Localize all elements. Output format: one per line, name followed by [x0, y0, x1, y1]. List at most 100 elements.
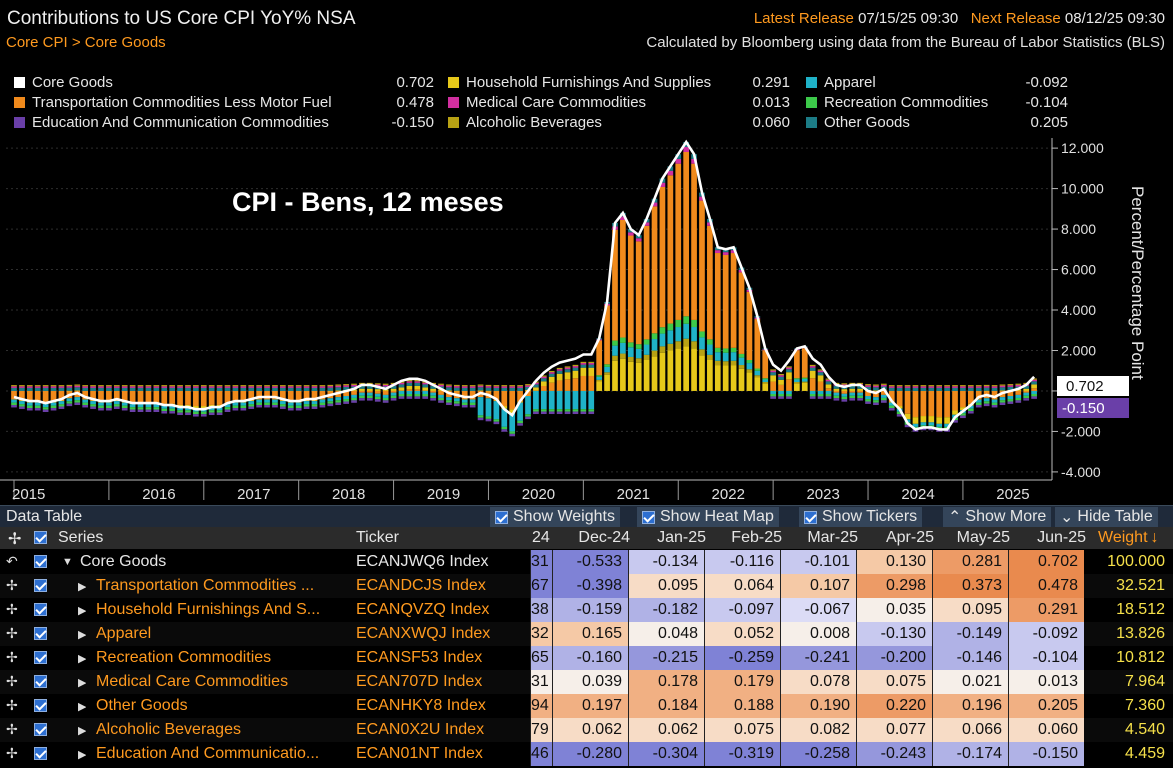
- table-row[interactable]: ✢ ▶ Transportation Commodities ... ECANDCJS…: [0, 574, 1173, 598]
- ticker[interactable]: ECAN01NT Index: [356, 745, 483, 762]
- bar-segment: [374, 383, 381, 385]
- bar-segment: [161, 385, 168, 387]
- move-icon[interactable]: ✢: [6, 721, 18, 737]
- col-jan-25[interactable]: Jan-25: [657, 529, 706, 546]
- chart-area[interactable]: 12.00010.0008.0006.0004.0002.0000.000-2.…: [0, 138, 1173, 504]
- series-name[interactable]: Core Goods: [80, 553, 167, 570]
- expand-icon[interactable]: ▶: [78, 605, 87, 617]
- bar-segment: [359, 382, 365, 385]
- series-name[interactable]: Other Goods: [96, 697, 188, 714]
- bar-segment: [406, 382, 413, 386]
- col-apr-25[interactable]: Apr-25: [885, 529, 934, 546]
- bar-segment: [873, 402, 879, 406]
- expand-icon[interactable]: ▶: [78, 653, 87, 665]
- table-row[interactable]: ✢ ▶ Apparel ECANXWQJ Index 32 0.165 0.048 0.052…: [0, 622, 1173, 646]
- move-icon[interactable]: ✢: [6, 625, 18, 641]
- series-name[interactable]: Recreation Commodities: [96, 649, 272, 666]
- bar-segment: [185, 386, 191, 388]
- series-name[interactable]: Medical Care Commodities: [96, 673, 289, 690]
- col-ticker[interactable]: Ticker: [356, 529, 399, 546]
- col-mar-25[interactable]: Mar-25: [807, 529, 858, 546]
- table-row[interactable]: ↶ ▼ Core Goods ECANJWQ6 Index 31 -0.533 -0.134…: [0, 550, 1173, 574]
- select-all-checkbox[interactable]: [34, 531, 52, 549]
- ticker[interactable]: ECANDCJS Index: [356, 577, 486, 594]
- breadcrumb-core-cpi[interactable]: Core CPI: [6, 34, 68, 51]
- row-checkbox[interactable]: [34, 747, 47, 760]
- move-icon[interactable]: ✢: [6, 649, 18, 665]
- col-feb-25[interactable]: Feb-25: [731, 529, 782, 546]
- ticker[interactable]: ECANXWQJ Index: [356, 625, 491, 642]
- show-tickers-toggle[interactable]: Show Tickers: [799, 507, 923, 527]
- col-jun-25[interactable]: Jun-25: [1037, 529, 1086, 546]
- show-more-button[interactable]: ⌃ Show More: [943, 507, 1052, 527]
- move-icon[interactable]: ✢: [6, 577, 18, 593]
- row-checkbox[interactable]: [34, 603, 47, 616]
- legend-item-apparel[interactable]: Apparel -0.092: [806, 72, 1068, 92]
- expand-icon[interactable]: ▶: [78, 701, 87, 713]
- col-series[interactable]: Series: [58, 529, 104, 546]
- col-weight[interactable]: Weight ↓: [1098, 529, 1159, 547]
- move-icon[interactable]: ✢: [6, 745, 18, 761]
- table-row[interactable]: ✢ ▶ Household Furnishings And S... ECANQVZQ…: [0, 598, 1173, 622]
- expand-icon[interactable]: ▶: [78, 629, 87, 641]
- table-row[interactable]: ✢ ▶ Alcoholic Beverages ECAN0X2U Index 79 0.0…: [0, 718, 1173, 742]
- ticker[interactable]: ECANJWQ6 Index: [356, 553, 489, 570]
- table-row[interactable]: ✢ ▶ Education And Communicatio... ECAN01NT …: [0, 742, 1173, 766]
- row-checkbox[interactable]: [34, 627, 47, 640]
- legend-item-household[interactable]: Household Furnishings And Supplies 0.291: [448, 72, 790, 92]
- series-name[interactable]: Household Furnishings And S...: [96, 601, 321, 618]
- sort-desc-icon: ↓: [1150, 529, 1159, 546]
- ticker[interactable]: ECANQVZQ Index: [356, 601, 490, 618]
- col-dec-24[interactable]: Dec-24: [578, 529, 630, 546]
- legend-item-medical[interactable]: Medical Care Commodities 0.013: [448, 92, 790, 112]
- undo-icon[interactable]: ↶: [6, 553, 18, 569]
- expand-icon[interactable]: ▶: [78, 581, 87, 593]
- ticker[interactable]: ECAN707D Index: [356, 673, 483, 690]
- bar-segment: [651, 356, 658, 391]
- series-name[interactable]: Alcoholic Beverages: [96, 721, 241, 738]
- move-icon[interactable]: ✢: [6, 673, 18, 689]
- bar-segment: [193, 385, 199, 387]
- bar-segment: [34, 385, 41, 387]
- row-checkbox[interactable]: [34, 675, 47, 688]
- legend-item-education[interactable]: Education And Communication Commodities …: [14, 112, 434, 132]
- y-tick-label: 6.000: [1061, 262, 1096, 278]
- table-row[interactable]: ✢ ▶ Other Goods ECANHKY8 Index 94 0.197 0.184 0…: [0, 694, 1173, 718]
- bar-segment: [161, 387, 168, 391]
- move-icon[interactable]: ✢: [6, 601, 18, 617]
- series-name[interactable]: Education And Communicatio...: [96, 745, 320, 762]
- legend-item-alcoholic[interactable]: Alcoholic Beverages 0.060: [448, 112, 790, 132]
- row-checkbox[interactable]: [34, 651, 47, 664]
- bar-segment: [517, 402, 523, 421]
- expand-icon[interactable]: ▶: [78, 725, 87, 737]
- show-weights-toggle[interactable]: Show Weights: [490, 507, 620, 527]
- row-checkbox[interactable]: [34, 699, 47, 712]
- row-checkbox[interactable]: [34, 723, 47, 736]
- ticker[interactable]: ECANHKY8 Index: [356, 697, 486, 714]
- collapse-icon[interactable]: ▼: [62, 556, 73, 568]
- col-may-25[interactable]: May-25: [956, 529, 1010, 546]
- row-checkbox[interactable]: [34, 579, 47, 592]
- col-partial[interactable]: 24: [532, 529, 550, 546]
- ticker[interactable]: ECANSF53 Index: [356, 649, 483, 666]
- legend-item-transportation[interactable]: Transportation Commodities Less Motor Fu…: [14, 92, 434, 112]
- legend-item-recreation[interactable]: Recreation Commodities -0.104: [806, 92, 1068, 112]
- hide-table-button[interactable]: ⌄ Hide Table: [1055, 507, 1158, 527]
- table-row[interactable]: ✢ ▶ Recreation Commodities ECANSF53 Index 65…: [0, 646, 1173, 670]
- row-checkbox[interactable]: [34, 555, 47, 568]
- series-name[interactable]: Apparel: [96, 625, 152, 642]
- expand-icon[interactable]: ▶: [78, 677, 87, 689]
- show-heat-map-toggle[interactable]: Show Heat Map: [637, 507, 779, 527]
- legend-item-core-goods[interactable]: Core Goods 0.702: [14, 72, 434, 92]
- bar-segment: [627, 356, 634, 362]
- ticker[interactable]: ECAN0X2U Index: [356, 721, 485, 738]
- bar-segment: [414, 396, 421, 399]
- stacked-bar-chart[interactable]: 12.00010.0008.0006.0004.0002.0000.000-2.…: [0, 138, 1173, 504]
- legend-item-other-goods[interactable]: Other Goods 0.205: [806, 112, 1068, 132]
- move-icon[interactable]: ✢: [8, 531, 22, 548]
- expand-icon[interactable]: ▶: [78, 749, 87, 761]
- breadcrumb-core-goods[interactable]: Core Goods: [84, 34, 166, 51]
- move-icon[interactable]: ✢: [6, 697, 18, 713]
- table-row[interactable]: ✢ ▶ Medical Care Commodities ECAN707D Index…: [0, 670, 1173, 694]
- series-name[interactable]: Transportation Commodities ...: [96, 577, 315, 594]
